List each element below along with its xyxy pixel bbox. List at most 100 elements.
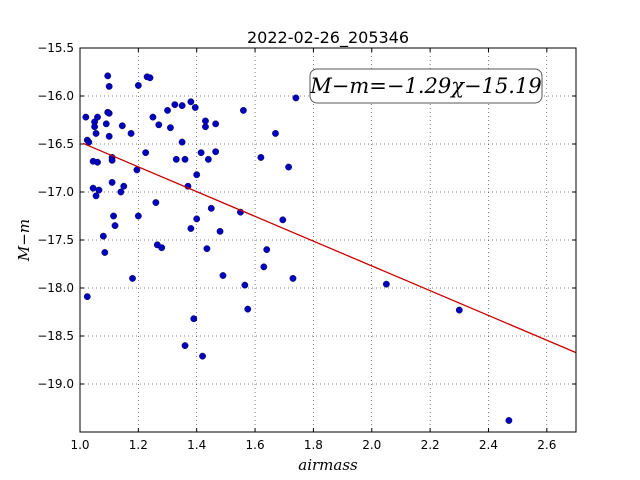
data-points <box>82 72 513 424</box>
data-point <box>202 117 209 125</box>
data-point <box>92 130 100 137</box>
y-tick-label: −19.0 <box>37 377 74 391</box>
data-point <box>181 155 189 163</box>
y-tick-label: −17.0 <box>37 185 74 199</box>
chart-title: 2022-02-26_205346 <box>247 28 409 48</box>
x-tick-label: 1.6 <box>246 438 265 452</box>
fit-annotation-box <box>309 68 543 104</box>
data-point <box>260 263 268 271</box>
data-point <box>110 212 117 220</box>
fit-line <box>82 142 577 354</box>
data-point <box>129 274 136 282</box>
data-point <box>193 171 201 179</box>
y-tick-label: −18.0 <box>37 281 74 295</box>
data-point <box>94 158 101 166</box>
data-point <box>95 186 103 194</box>
data-point <box>191 104 199 111</box>
x-tick-label: 1.0 <box>70 438 89 452</box>
data-point <box>172 155 180 163</box>
data-point <box>289 274 297 282</box>
data-point <box>91 123 98 131</box>
data-point <box>207 204 215 212</box>
x-tick-labels: 1.0 1.2 1.4 1.6 1.8 2.0 2.2 2.4 2.6 <box>70 438 556 452</box>
data-point <box>382 280 390 288</box>
data-point <box>83 293 91 301</box>
data-point <box>263 246 271 254</box>
data-point <box>178 138 186 146</box>
data-point <box>134 82 142 89</box>
x-tick-label: 1.4 <box>187 438 206 452</box>
plot-frame <box>79 47 577 433</box>
data-point <box>111 222 119 230</box>
data-point <box>187 225 195 232</box>
data-point <box>94 113 101 121</box>
x-tick-label: 2.4 <box>479 438 498 452</box>
data-point <box>127 130 135 137</box>
data-point <box>199 352 206 360</box>
data-point <box>193 215 201 223</box>
data-point <box>279 216 287 224</box>
x-axis-label: airmass <box>298 456 358 474</box>
x-tick-label: 2.6 <box>537 438 556 452</box>
data-point <box>167 124 174 132</box>
data-point <box>152 199 160 206</box>
y-tick-labels: −15.5 −16.0 −16.5 −17.0 −17.5 −18.0 −18.5 −19.0 <box>37 41 74 391</box>
x-tick-label: 2.0 <box>362 438 381 452</box>
y-tick-label: −15.5 <box>37 41 74 55</box>
data-point <box>171 101 179 109</box>
data-point <box>149 113 157 121</box>
data-point <box>108 156 116 164</box>
data-point <box>292 94 300 102</box>
y-tick-label: −17.5 <box>37 233 74 247</box>
fit-line-group <box>82 142 577 354</box>
fit-annotation: M−m=−1.29χ−15.19 <box>309 68 543 104</box>
data-point <box>101 249 109 256</box>
data-point <box>202 123 209 131</box>
data-point <box>187 98 195 106</box>
data-point <box>204 155 212 163</box>
data-point <box>89 184 97 192</box>
grid <box>79 47 576 432</box>
data-point <box>82 113 90 121</box>
data-point <box>455 306 463 314</box>
y-tick-label: −16.0 <box>37 89 74 103</box>
data-point <box>105 109 113 117</box>
data-point <box>178 102 186 110</box>
data-point <box>99 232 107 240</box>
data-point <box>216 227 224 235</box>
data-point <box>158 244 166 252</box>
data-point <box>272 130 279 137</box>
data-point <box>190 315 198 323</box>
data-point <box>244 305 252 313</box>
x-tick-label: 2.2 <box>421 438 440 452</box>
data-point <box>118 122 126 130</box>
data-point <box>104 72 112 80</box>
data-point <box>134 212 142 220</box>
data-point <box>164 107 171 114</box>
data-point <box>239 107 247 114</box>
data-point <box>203 245 211 253</box>
x-tick-label: 1.8 <box>304 438 323 452</box>
data-point <box>212 120 220 128</box>
y-tick-label: −18.5 <box>37 329 74 343</box>
fit-annotation-text: M−m=−1.29χ−15.19 <box>309 74 541 98</box>
y-axis-label: M−m <box>15 219 33 262</box>
data-point <box>197 149 205 157</box>
data-point <box>241 281 249 289</box>
data-point <box>181 342 189 349</box>
y-tick-label: −16.5 <box>37 137 74 151</box>
x-tick-label: 1.2 <box>129 438 148 452</box>
data-point <box>105 83 113 90</box>
data-point <box>120 182 128 190</box>
data-point <box>505 417 513 424</box>
data-point <box>117 188 125 196</box>
data-point <box>219 272 227 279</box>
data-point <box>155 121 163 129</box>
data-point <box>105 132 113 140</box>
data-point <box>212 148 220 156</box>
data-point <box>108 178 116 186</box>
data-point <box>142 149 150 157</box>
data-point <box>285 163 293 171</box>
data-point <box>146 74 154 82</box>
